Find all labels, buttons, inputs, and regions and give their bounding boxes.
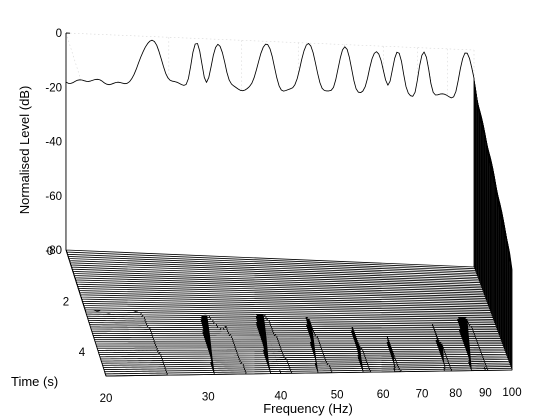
time-tick-label: 2: [63, 296, 69, 308]
z-tick-label: -20: [45, 82, 62, 94]
z-axis-label: Normalised Level (dB): [17, 86, 32, 215]
waterfall-slice: [65, 39, 475, 268]
x-tick-label: 50: [331, 390, 344, 402]
x-tick-label: 90: [479, 387, 492, 399]
z-tick-label: -60: [45, 191, 62, 203]
z-tick-label: -40: [45, 137, 62, 149]
time-tick-label: 4: [79, 347, 86, 359]
time-tick-label: 0: [47, 246, 53, 258]
x-tick-label: 70: [416, 388, 429, 400]
x-tick-label: 20: [100, 393, 113, 405]
z-tick-label: -80: [45, 245, 62, 257]
x-tick-label: 100: [502, 387, 521, 399]
x-tick-label: 40: [274, 390, 287, 402]
z-tick-label: 0: [56, 28, 62, 40]
x-axis-label: Frequency (Hz): [263, 401, 353, 416]
x-tick-label: 80: [449, 388, 462, 400]
x-tick-label: 60: [377, 389, 390, 401]
x-tick-label: 30: [202, 391, 215, 403]
time-axis-label: Time (s): [11, 374, 58, 389]
grid-line-wall-z-0: [65, 32, 475, 51]
waterfall-slices: [65, 39, 513, 377]
